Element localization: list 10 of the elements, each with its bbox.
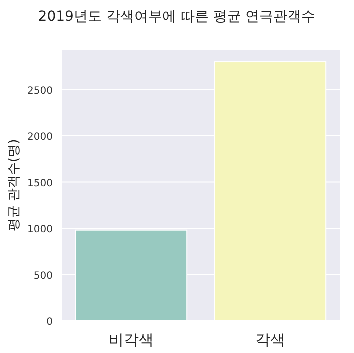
y-tick-label: 1500	[28, 178, 53, 190]
chart-title: 2019년도 각색여부에 따른 평균 연극관객수	[38, 9, 316, 25]
x-tick-label: 비각색	[109, 331, 154, 349]
y-axis-title: 평균 관객수(명)	[7, 139, 22, 232]
y-tick-label: 2000	[28, 132, 53, 144]
y-tick-label: 0	[46, 317, 53, 328]
y-tick-label: 500	[34, 270, 53, 282]
y-tick-label: 1000	[28, 224, 53, 236]
x-tick-label: 각색	[256, 331, 286, 349]
y-tick-label: 2500	[28, 86, 53, 97]
